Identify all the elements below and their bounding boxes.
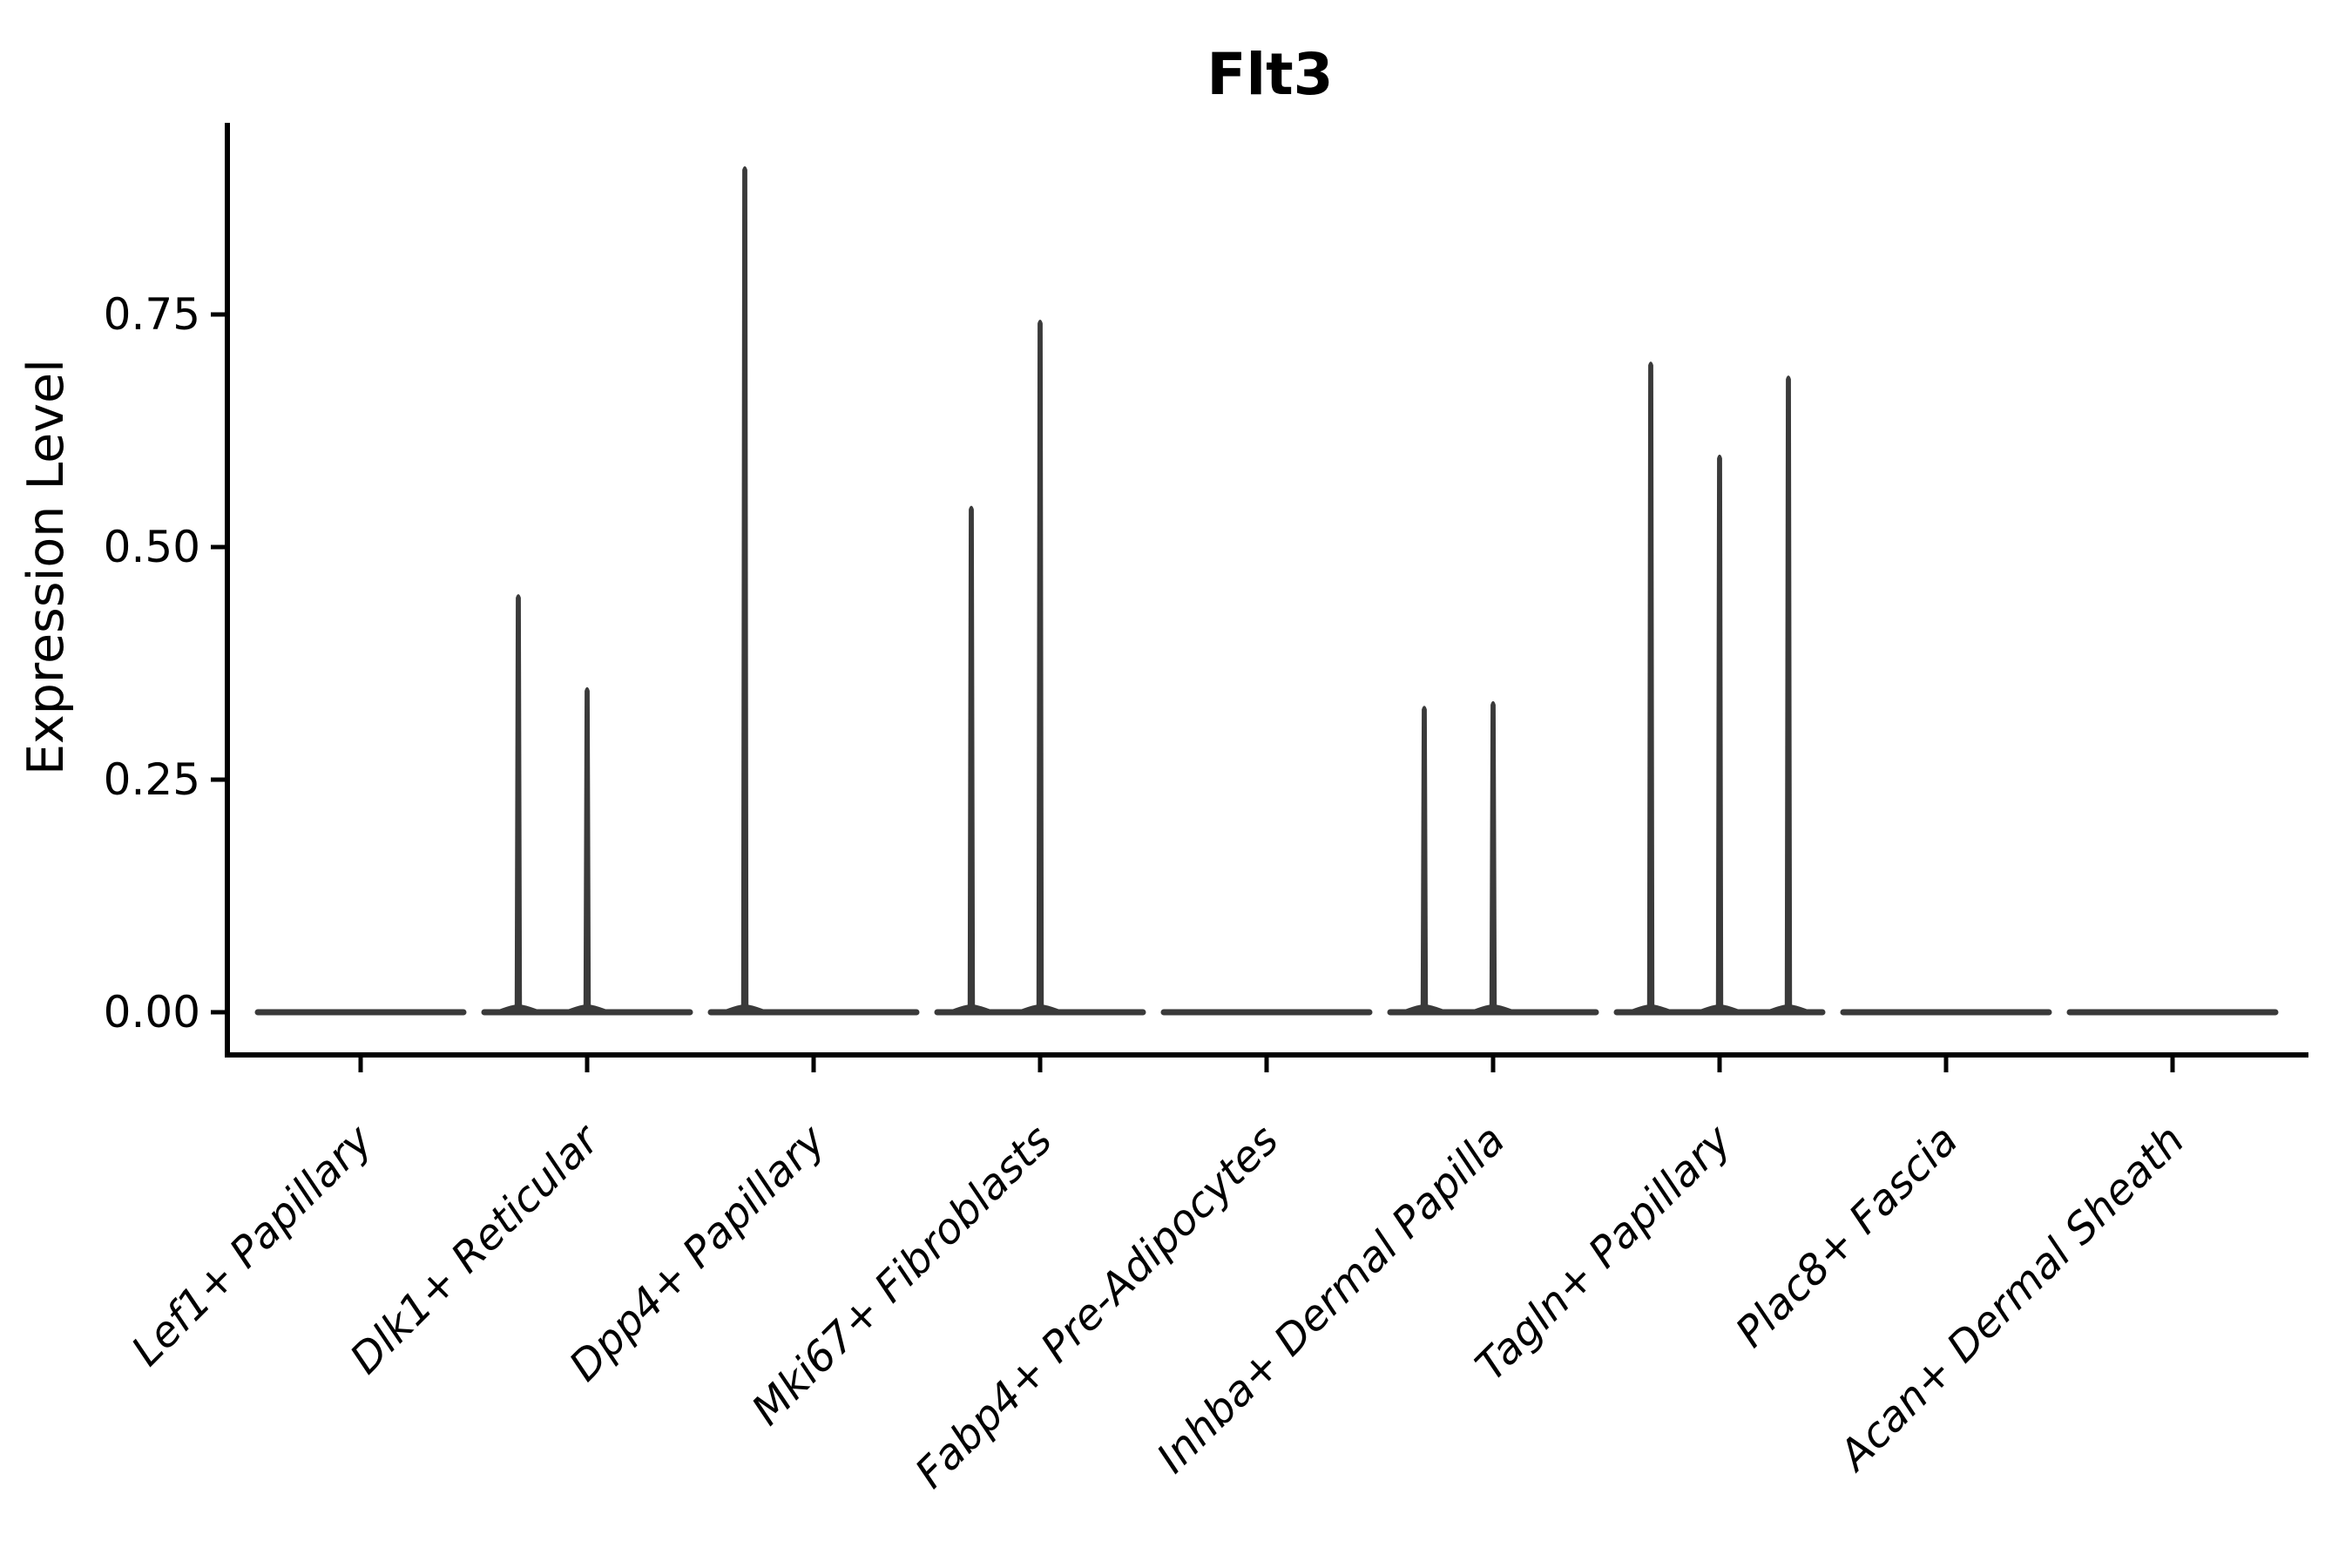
violin-group: Tagln+ Papillary [1466,362,1826,1390]
violin-group: Mki67+ Fibroblasts [742,320,1146,1435]
violin-spike [1784,375,1793,1013]
x-category-label: Fabp4+ Pre-Adipocytes [906,1116,1288,1498]
y-tick-label: 0.75 [104,289,200,340]
violin-group: Dpp4+ Papillary [560,166,920,1390]
violin-spike [1036,320,1044,1013]
violin-spike [740,166,749,1013]
x-category-label: Dlk1+ Reticular [341,1114,611,1384]
violin-spike [1715,454,1724,1013]
violin-group: Inhba+ Dermal Papilla [1147,700,1599,1483]
violin-group: Dlk1+ Reticular [341,594,693,1384]
y-tick-label: 0.25 [104,754,200,805]
violin-spike [1489,700,1497,1013]
chart-title: Flt3 [1206,41,1333,108]
x-category-label: Plac8+ Fascia [1727,1116,1968,1357]
x-category-label: Lef1+ Papillary [122,1115,382,1375]
violin-spike [1646,362,1655,1013]
violin-spike [1420,706,1429,1013]
violin-spike [514,594,523,1013]
y-tick-label: 0.00 [104,987,200,1037]
violin-spike [583,686,591,1013]
y-axis-label: Expression Level [17,359,75,775]
y-tick-label: 0.50 [104,522,200,572]
y-axis-ticks: 0.00 0.25 0.50 0.75 [104,289,225,1037]
violin-spike [967,505,976,1013]
violin-group: Acan+ Dermal Sheath [1828,1009,2279,1482]
violin-group: Fabp4+ Pre-Adipocytes [906,1009,1373,1498]
